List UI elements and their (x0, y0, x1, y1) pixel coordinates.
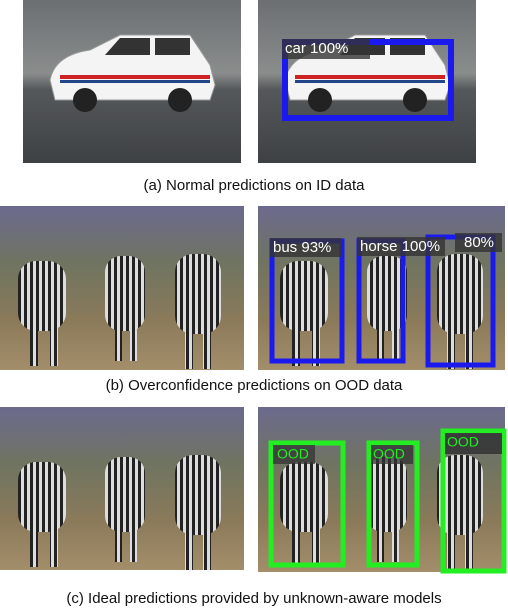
label: car 100% (285, 40, 348, 57)
label: OOD (373, 446, 405, 462)
bbox (440, 428, 507, 574)
bbox (268, 440, 346, 568)
label-bg (445, 433, 502, 454)
label-bg (357, 237, 445, 256)
label-bg (273, 445, 315, 464)
label: OOD (277, 446, 309, 462)
bbox (366, 440, 420, 568)
label-bg (455, 233, 502, 252)
caption: (b) Overconfidence predictions on OOD da… (106, 377, 403, 394)
label: 80% (464, 234, 494, 251)
label-bg (282, 39, 370, 59)
label: OOD (447, 434, 479, 450)
label: bus 93% (273, 239, 331, 256)
caption: (c) Ideal predictions provided by unknow… (66, 590, 441, 607)
label: horse 100% (360, 238, 440, 255)
label-bg (371, 445, 413, 464)
label-bg (270, 238, 342, 257)
caption: (a) Normal predictions on ID data (144, 177, 366, 194)
